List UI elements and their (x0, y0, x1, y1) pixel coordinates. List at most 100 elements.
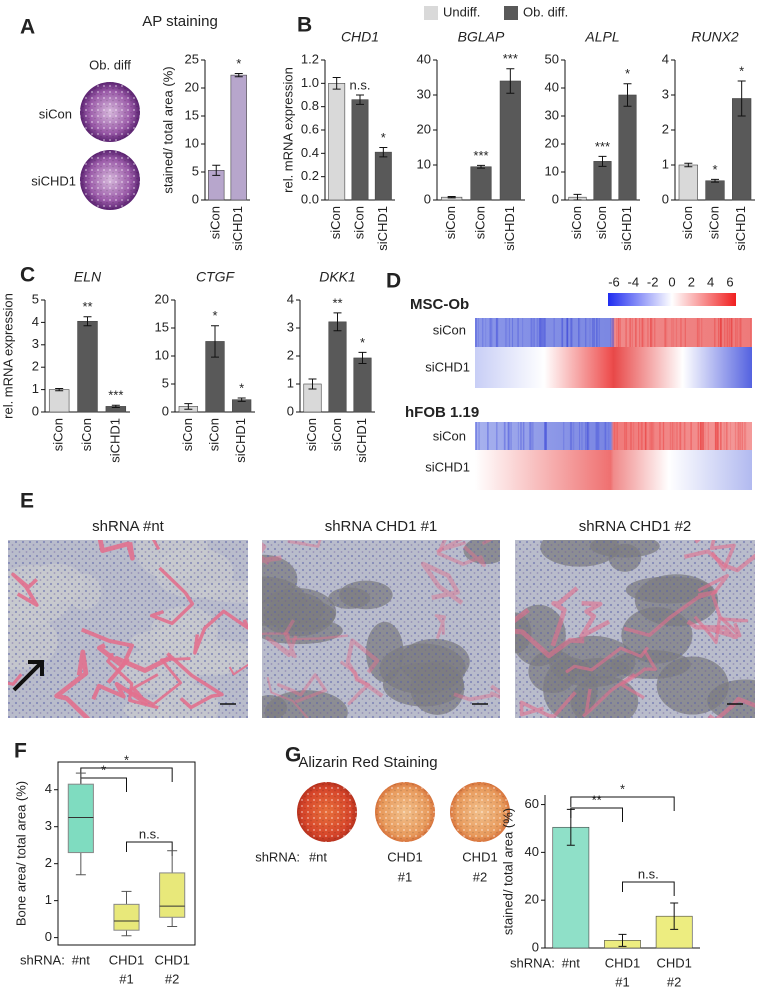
bone-trabecula (91, 681, 149, 706)
error-bar (447, 196, 456, 199)
heatmap-stripe (697, 422, 699, 450)
heatmap-stripe (520, 422, 522, 450)
image-header: Ob. diff (89, 57, 131, 72)
bone-trabecula (686, 619, 739, 639)
heatmap-stripe (633, 422, 635, 450)
heatmap-title: hFOB 1.19 (405, 404, 479, 421)
heatmap-stripe (719, 318, 722, 347)
bone-trabecula (550, 586, 579, 647)
bone-trabecula (54, 649, 90, 718)
heatmap-stripe (586, 422, 589, 450)
heatmap-stripe (630, 422, 633, 450)
y-tick-label: 10 (185, 135, 199, 150)
heatmap-row (475, 422, 752, 450)
heatmap-stripe (641, 318, 644, 347)
image-label: #1 (398, 869, 412, 884)
significance-label: * (381, 130, 386, 145)
chart-title: DKK1 (319, 269, 356, 285)
y-tick-label: 0 (32, 403, 39, 418)
error-bar (737, 80, 746, 117)
heatmap-stripe (647, 318, 649, 347)
chart-title: CTGF (196, 269, 236, 285)
y-tick-label: 5 (162, 375, 169, 390)
box (67, 783, 94, 854)
bone-trabecula (339, 660, 371, 706)
significance-label: *** (503, 51, 518, 66)
bar (470, 166, 492, 201)
y-tick-label: 40 (545, 79, 559, 94)
heatmap-stripe (718, 422, 719, 450)
x-axis-label: shRNA: (510, 955, 555, 970)
significance-label: ** (82, 299, 92, 314)
x-tick-label: siCon (328, 206, 343, 239)
dish-texture (80, 82, 140, 142)
heatmap-stripe (478, 422, 481, 450)
image-label: #nt (309, 849, 327, 864)
y-tick-label: 0.6 (301, 121, 319, 136)
heatmap-row (475, 318, 752, 347)
heatmap-stripe (503, 422, 506, 450)
chart-title: ALPL (584, 29, 619, 45)
bar (353, 357, 372, 413)
y-tick-label: 50 (545, 51, 559, 66)
significance-label: n.s. (350, 77, 371, 92)
y-tick-label: 1 (287, 375, 294, 390)
y-tick-label: 30 (545, 107, 559, 122)
bone-trabecula (453, 684, 500, 702)
heatmap-stripe (487, 422, 489, 450)
heatmap-stripe (604, 422, 607, 450)
heatmap-stripe (544, 422, 546, 450)
colorbar-tick-label: 6 (726, 274, 733, 289)
heatmap-stripe (672, 422, 674, 450)
heatmap-stripe (726, 318, 729, 347)
colorbar-tick-label: -4 (628, 274, 640, 289)
heatmap-stripe (566, 318, 568, 347)
error-bar (506, 68, 515, 94)
heatmap-stripe (612, 318, 615, 347)
heatmap-stripe (745, 422, 747, 450)
error-bar (623, 83, 632, 107)
significance-label: *** (473, 148, 488, 163)
error-bar (598, 155, 607, 167)
comparison-bracket (570, 796, 675, 811)
heatmap-stripe (587, 422, 590, 450)
heatmap-stripe (567, 318, 568, 347)
panel-letter: D (386, 270, 401, 293)
heatmap-row (475, 450, 752, 490)
heatmap-stripe (739, 318, 741, 347)
colorbar-tick-label: 0 (668, 274, 675, 289)
x-tick-label: siCon (51, 418, 66, 451)
x-tick-label: siCon (351, 206, 366, 239)
bar (618, 94, 637, 201)
x-tick-label: siCHD1 (733, 206, 748, 251)
heatmap-stripe (674, 422, 676, 450)
heatmap-stripe (589, 318, 591, 347)
heatmap-stripe (739, 422, 741, 450)
heatmap-stripe (728, 318, 731, 347)
heatmap-stripe (750, 318, 752, 347)
dish-texture (375, 782, 435, 842)
heatmap-stripe (699, 422, 702, 450)
image-label: shRNA: (255, 849, 300, 864)
heatmap-stripe (650, 318, 652, 347)
heatmap-stripe (529, 422, 530, 450)
y-tick-label: 3 (287, 319, 294, 334)
y-tick-label: 4 (287, 291, 294, 306)
heatmap-texture (475, 318, 752, 450)
x-tick-label: siCon (206, 418, 221, 451)
heatmap-stripe (585, 422, 586, 450)
heatmap-stripe (482, 318, 484, 347)
heatmap-stripe (612, 318, 614, 347)
bone-trabecula (519, 691, 577, 718)
bone-trabecula (149, 566, 195, 626)
row-label: siCHD1 (425, 459, 470, 474)
heatmap-stripe (507, 422, 509, 450)
heatmap-stripe (595, 422, 597, 450)
error-bar (237, 397, 246, 402)
x-tick-label: CHD1 (605, 955, 640, 970)
heatmap-stripe (624, 422, 626, 450)
heatmap-stripe (584, 318, 587, 347)
heatmap-stripe (562, 318, 563, 347)
y-tick-label: 1 (32, 381, 39, 396)
heatmap-stripe (720, 318, 723, 347)
